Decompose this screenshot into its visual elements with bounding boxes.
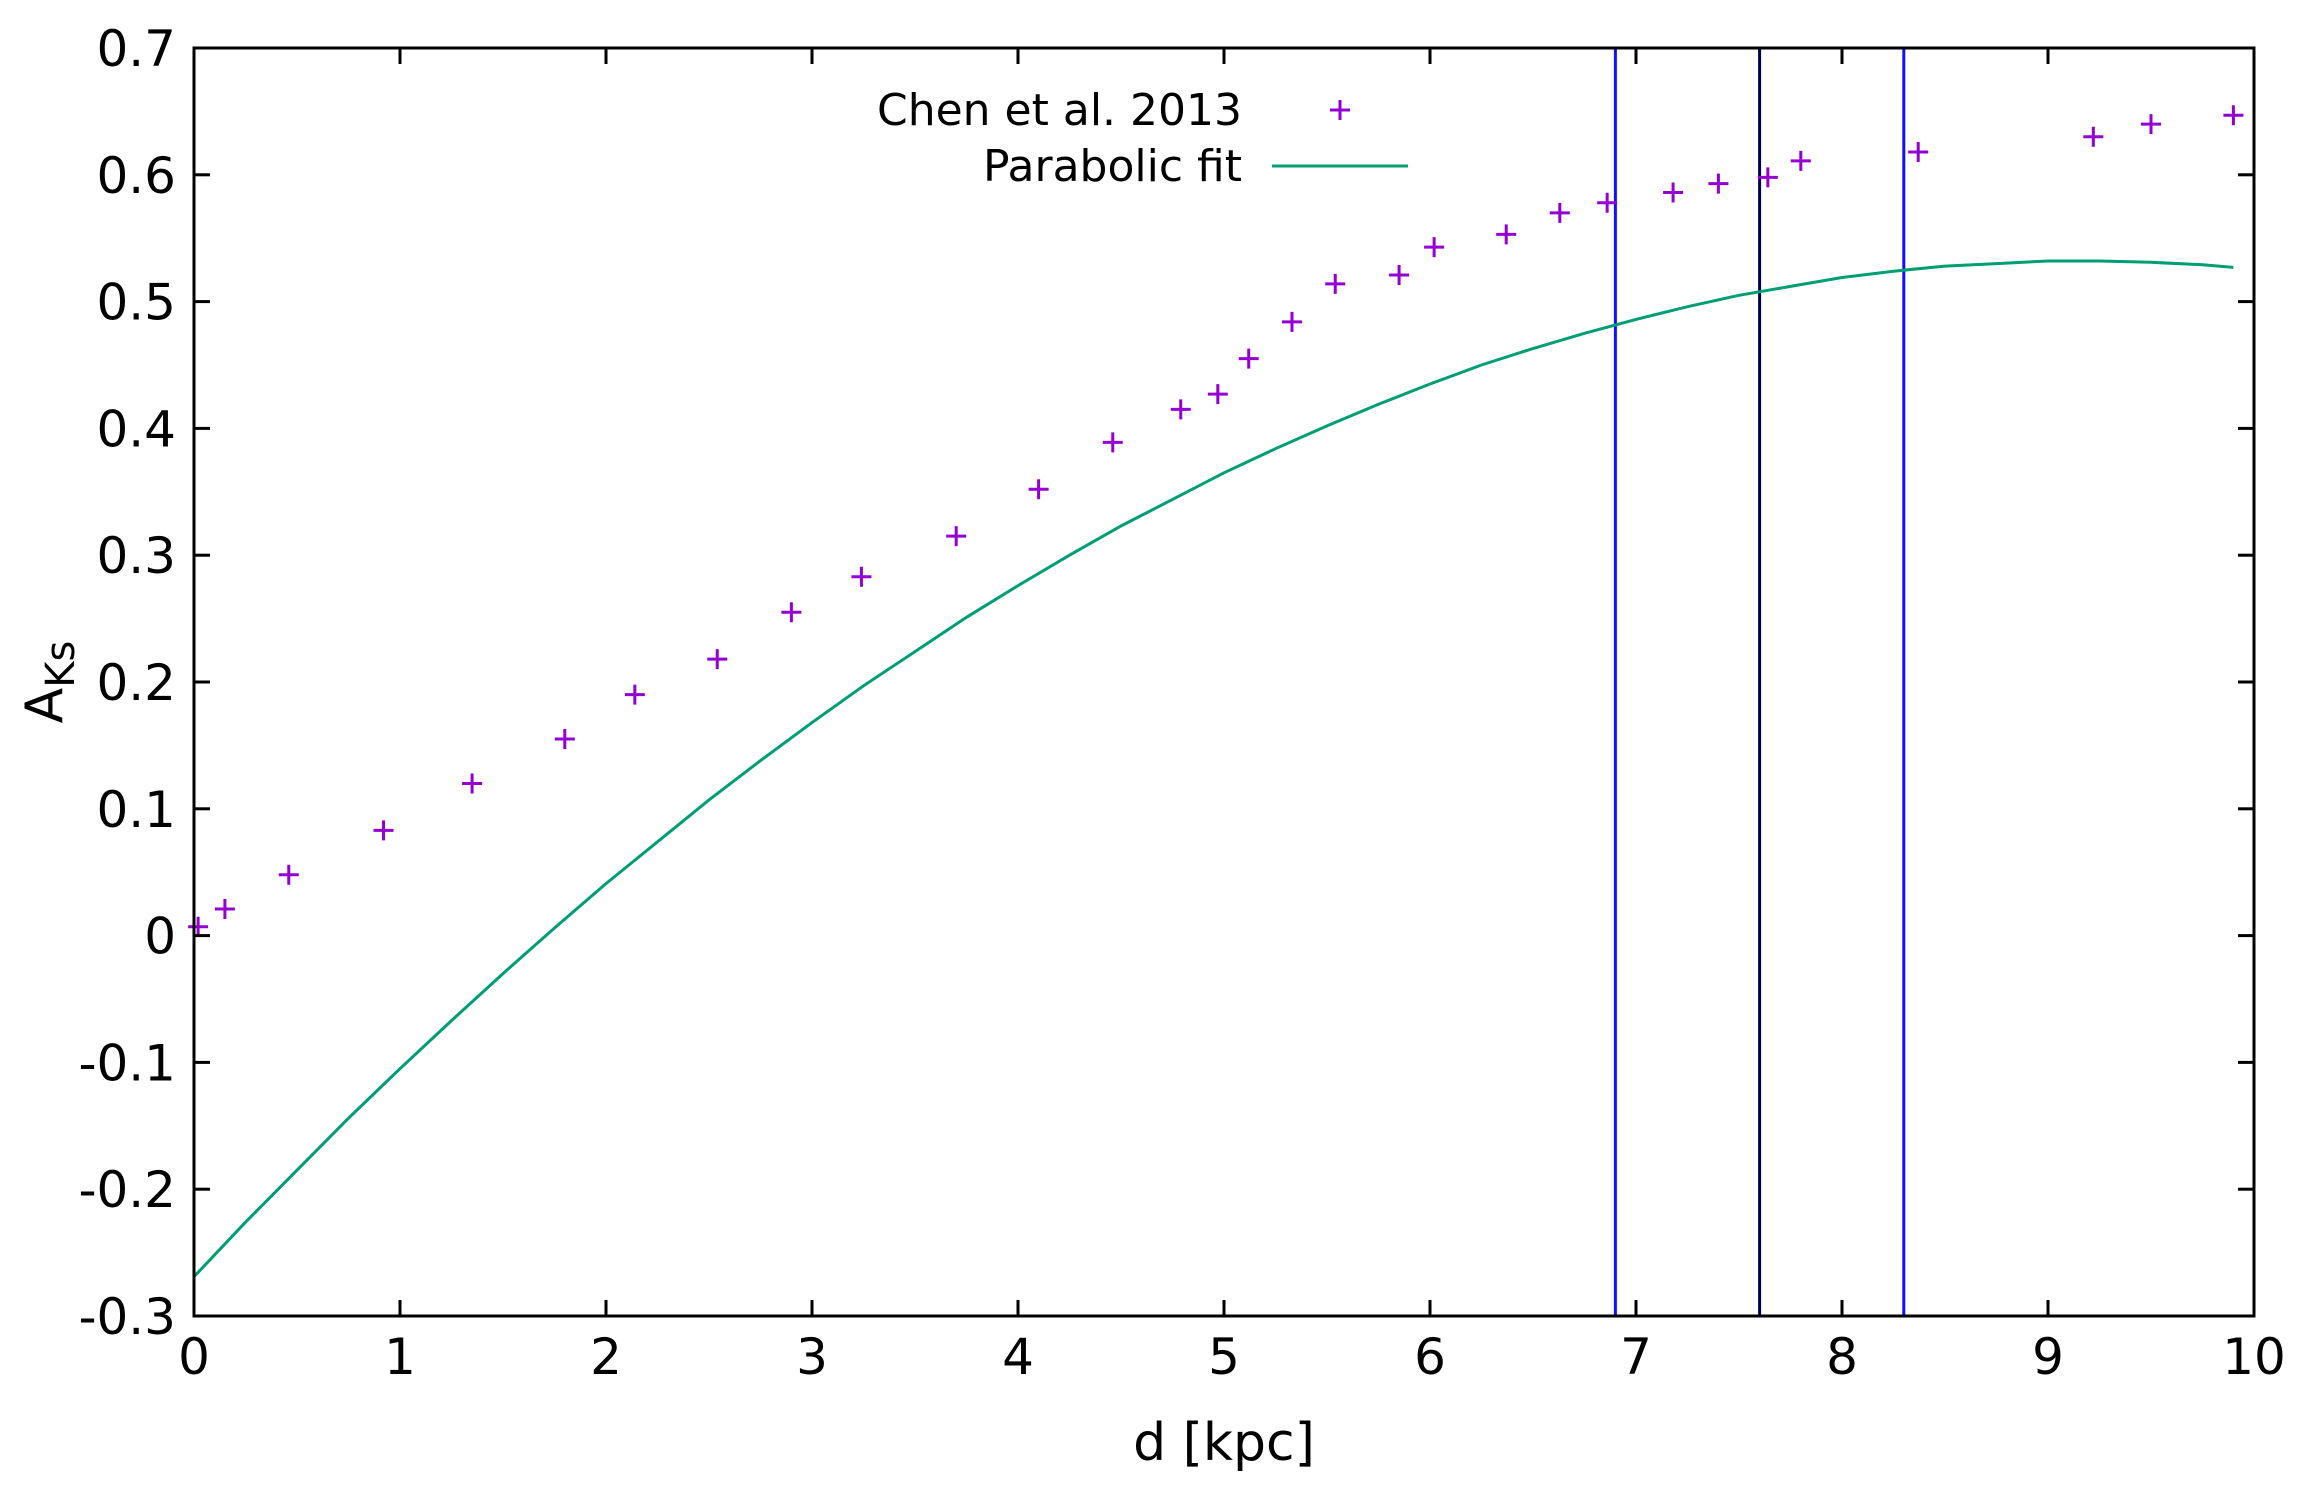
data-point [1028, 479, 1049, 500]
x-axis-label: d [kpc] [1133, 1413, 1315, 1473]
data-point [2223, 105, 2244, 126]
series-group [188, 105, 2244, 1278]
data-point [1170, 399, 1191, 420]
x-tick-label: 4 [1002, 1328, 1034, 1386]
y-tick-label: 0.3 [96, 527, 176, 585]
y-axis-label-main: A [15, 687, 75, 723]
data-point [1238, 348, 1259, 369]
y-axis-label-subscript: Ks [38, 641, 84, 688]
data-point [624, 684, 645, 705]
data-point [1389, 264, 1410, 285]
data-point [2141, 114, 2161, 135]
data-point [707, 649, 728, 670]
axis-labels-group: d [kpc] AKs [15, 641, 1315, 1473]
x-tick-label: 10 [2222, 1328, 2286, 1386]
data-point [1325, 273, 1346, 294]
data-point [554, 729, 575, 750]
data-point [851, 566, 872, 587]
data-point [278, 864, 299, 885]
legend-label-chen-2013: Chen et al. 2013 [877, 85, 1242, 136]
x-tick-label: 6 [1414, 1328, 1446, 1386]
y-tick-label: 0.4 [96, 400, 176, 458]
axes-group: 0 1 2 3 4 5 6 7 8 9 10 -0.3 -0.2 -0.1 0 0.1 0.2 0.3 0.4 0.5… [78, 20, 2285, 1386]
data-point [1908, 141, 1929, 162]
x-tick-label: 1 [384, 1328, 416, 1386]
y-tick-label: 0.1 [96, 781, 176, 839]
vertical-lines-group [1613, 48, 1906, 1316]
data-point [1207, 384, 1228, 405]
y-tick-label: -0.2 [78, 1161, 176, 1219]
data-point [2083, 126, 2104, 147]
data-point [1757, 167, 1778, 188]
data-point [1281, 311, 1302, 332]
legend-label-parabolic-fit: Parabolic fit [983, 141, 1242, 192]
data-point [1424, 237, 1445, 258]
series-line-parabolic-fit [192, 259, 2234, 1278]
y-axis-label: AKs [15, 641, 84, 724]
legend: Chen et al. 2013 Parabolic fit [877, 85, 1408, 192]
x-tick-label: 3 [796, 1328, 828, 1386]
series-markers-chen-2013 [188, 105, 2244, 937]
data-point [373, 820, 394, 841]
x-tick-label: 5 [1208, 1328, 1240, 1386]
x-tick-label: 7 [1620, 1328, 1652, 1386]
y-tick-label: 0.5 [96, 274, 176, 332]
y-tick-label: -0.1 [78, 1034, 176, 1092]
data-point [462, 773, 483, 794]
y-tick-label: 0 [144, 908, 176, 966]
data-point [946, 526, 967, 547]
x-tick-label: 0 [178, 1328, 210, 1386]
legend-marker-chen-2013 [1330, 100, 1350, 120]
x-tick-label: 8 [1826, 1328, 1858, 1386]
y-tick-label: 0.2 [96, 654, 176, 712]
x-tick-label: 9 [2032, 1328, 2064, 1386]
data-point [1496, 224, 1517, 245]
data-point [1663, 182, 1684, 203]
data-point [781, 602, 802, 623]
y-tick-label: -0.3 [78, 1288, 176, 1346]
data-point [1102, 432, 1123, 453]
y-tick-label: 0.6 [96, 147, 176, 205]
data-point [188, 916, 209, 937]
data-point [1708, 173, 1729, 194]
data-point [1790, 150, 1811, 171]
data-point [214, 898, 235, 919]
plot-frame [192, 46, 2256, 1318]
data-point [1597, 192, 1618, 213]
y-tick-label: 0.7 [96, 20, 176, 78]
data-point [1549, 202, 1570, 223]
x-tick-label: 2 [590, 1328, 622, 1386]
